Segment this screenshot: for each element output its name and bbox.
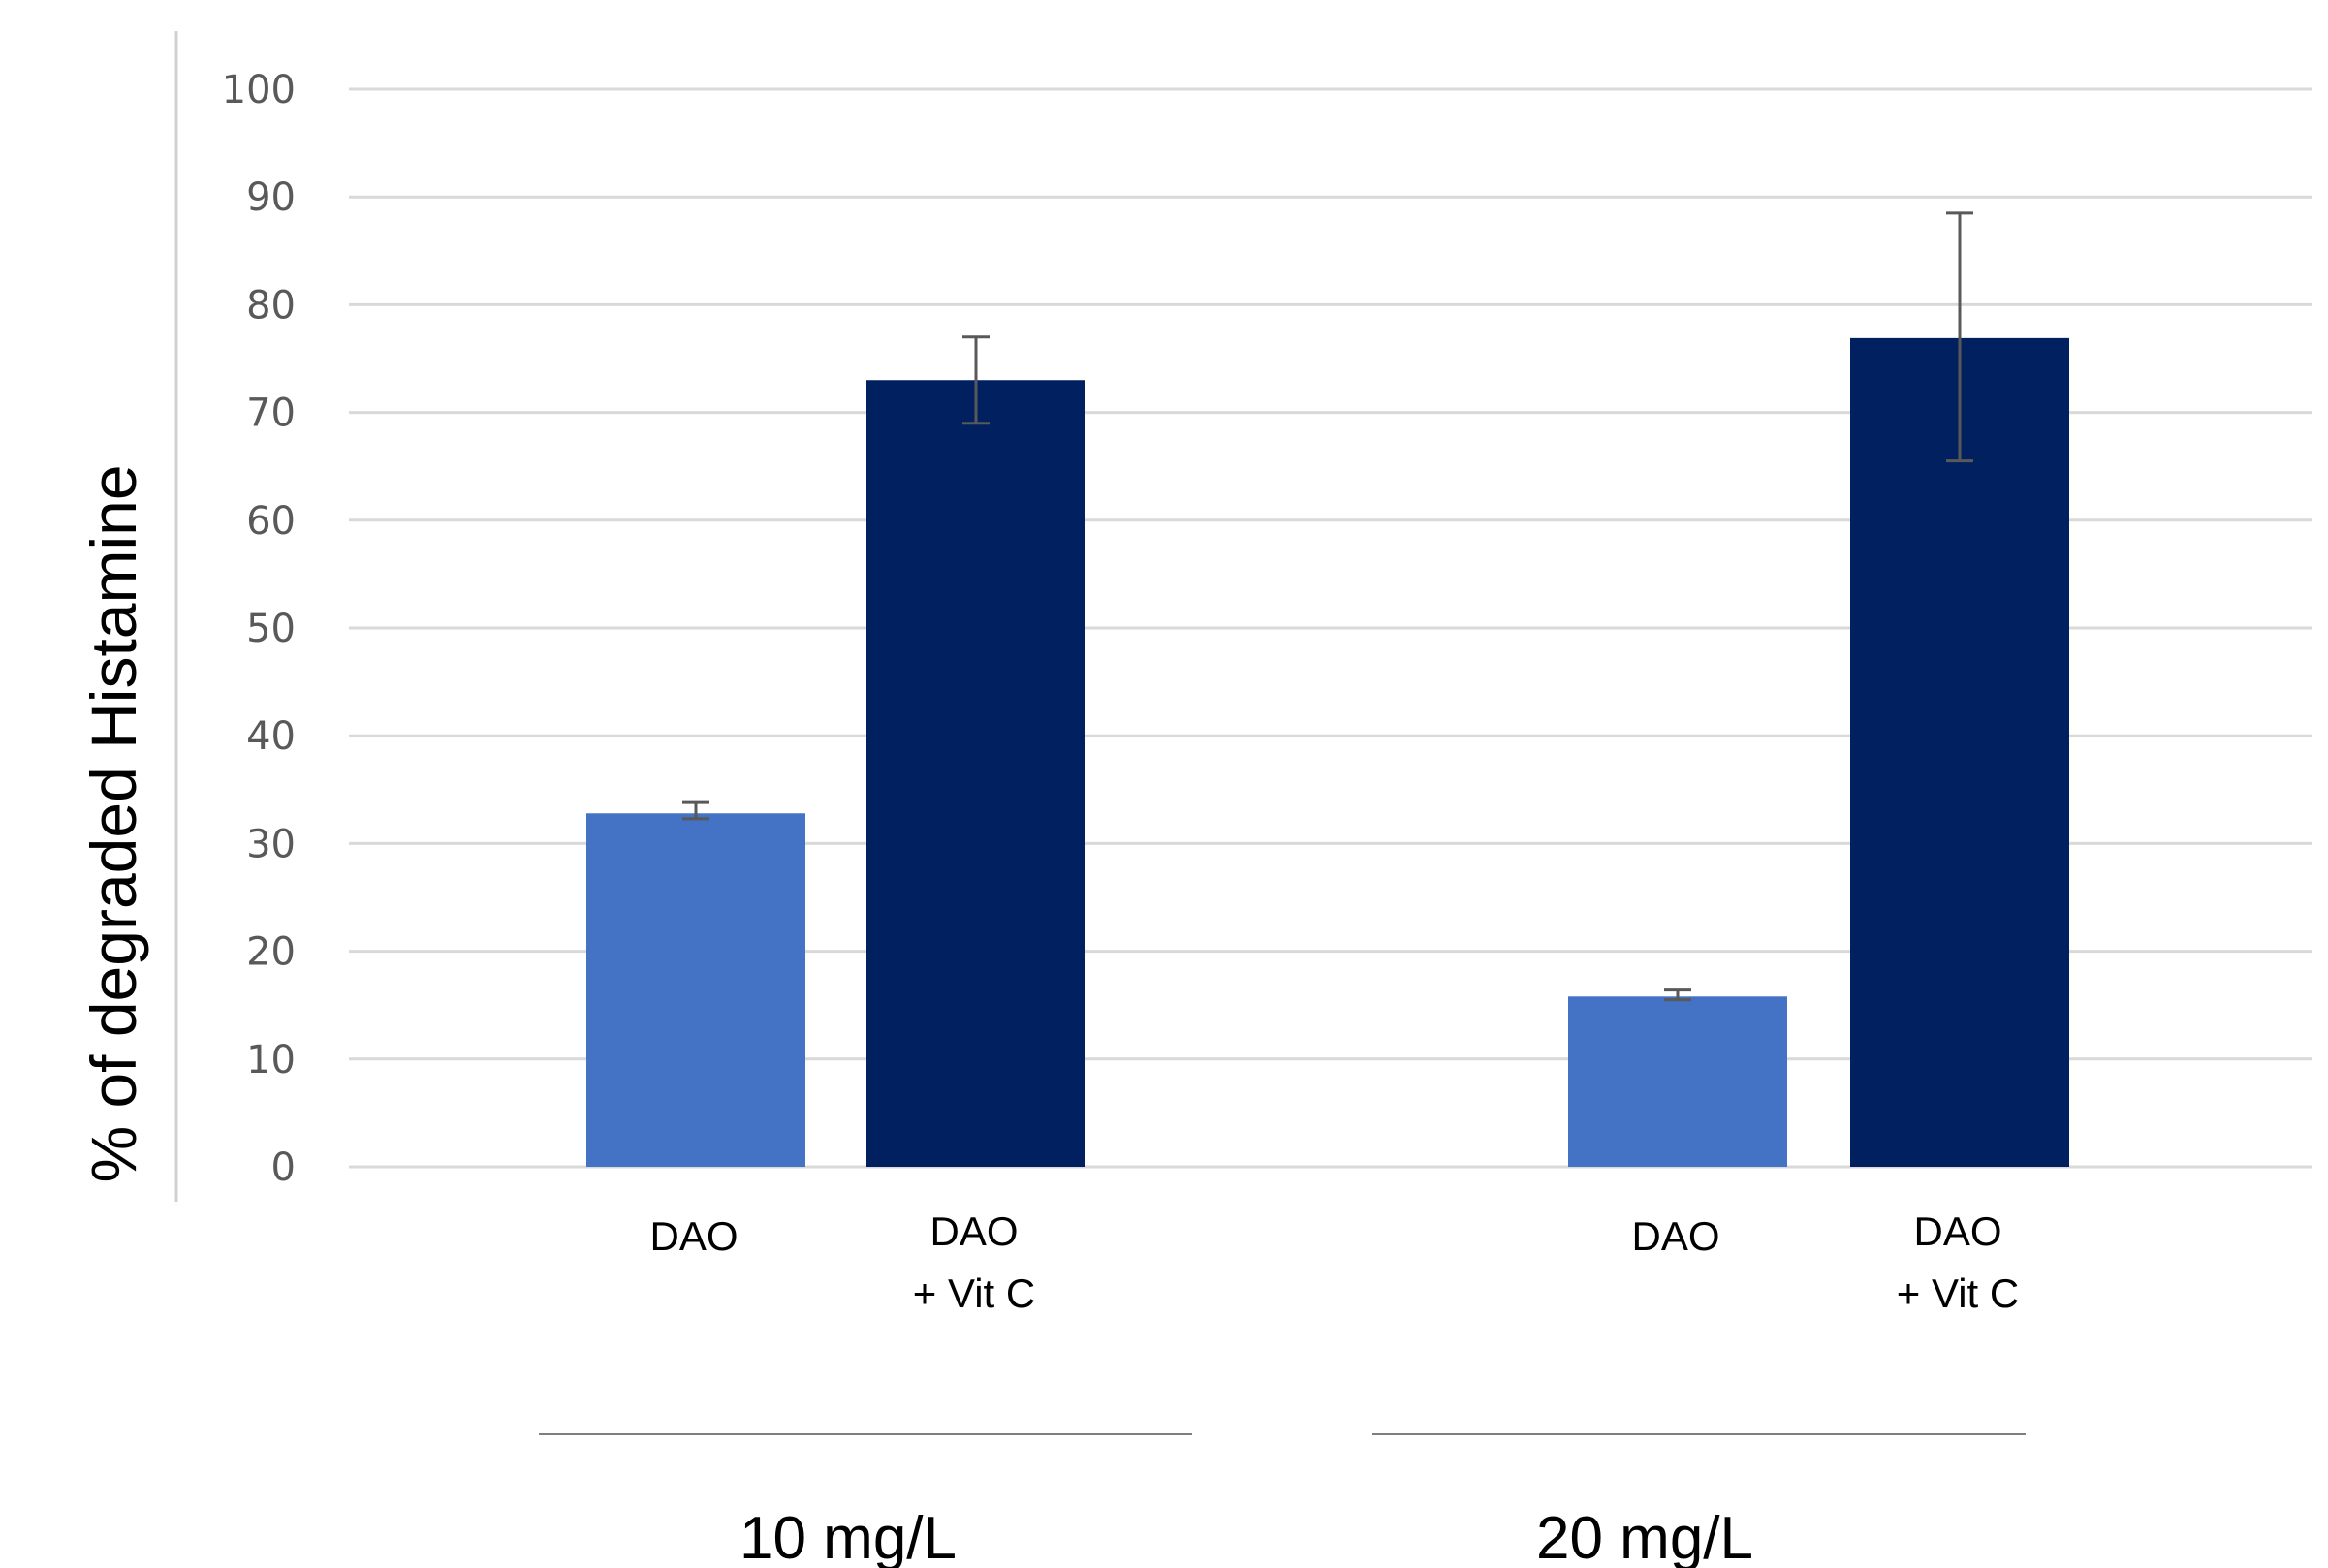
category-label: DAO — [1913, 1208, 2001, 1254]
y-tick-label: 40 — [246, 714, 296, 759]
y-tick-label: 50 — [246, 607, 296, 651]
error-bars — [682, 211, 1973, 1002]
y-tick-label: 30 — [246, 822, 296, 866]
bar — [586, 813, 805, 1167]
group-labels: 10 mg/L 20 mg/L — [539, 1433, 2026, 1568]
category-label: DAO — [929, 1208, 1018, 1254]
bar — [866, 380, 1085, 1167]
y-tick-label: 70 — [246, 392, 296, 436]
category-label: DAO — [1631, 1213, 1719, 1259]
y-tick-label: 90 — [246, 175, 296, 220]
y-axis-label: % of degraded Histamine — [78, 464, 149, 1182]
y-tick-label: 0 — [271, 1145, 296, 1190]
category-label: DAO — [649, 1213, 738, 1259]
y-tick-label: 20 — [246, 930, 296, 975]
bar — [1850, 337, 2069, 1167]
y-tick-label: 60 — [246, 499, 296, 544]
y-tick-label: 100 — [222, 68, 296, 112]
y-tick-label: 80 — [246, 283, 296, 328]
category-labels: DAO DAO + Vit C DAO DAO + Vit C — [649, 1208, 2019, 1316]
group-label: 20 mg/L — [1536, 1505, 1753, 1568]
group-label: 10 mg/L — [739, 1505, 957, 1568]
bars — [586, 337, 2069, 1167]
y-tick-label: 10 — [246, 1038, 296, 1082]
category-label: + Vit C — [913, 1270, 1035, 1316]
bar — [1568, 996, 1787, 1167]
y-tick-labels: 0 10 20 30 40 50 60 70 80 90 100 — [222, 68, 296, 1190]
category-label: + Vit C — [1897, 1270, 2019, 1316]
